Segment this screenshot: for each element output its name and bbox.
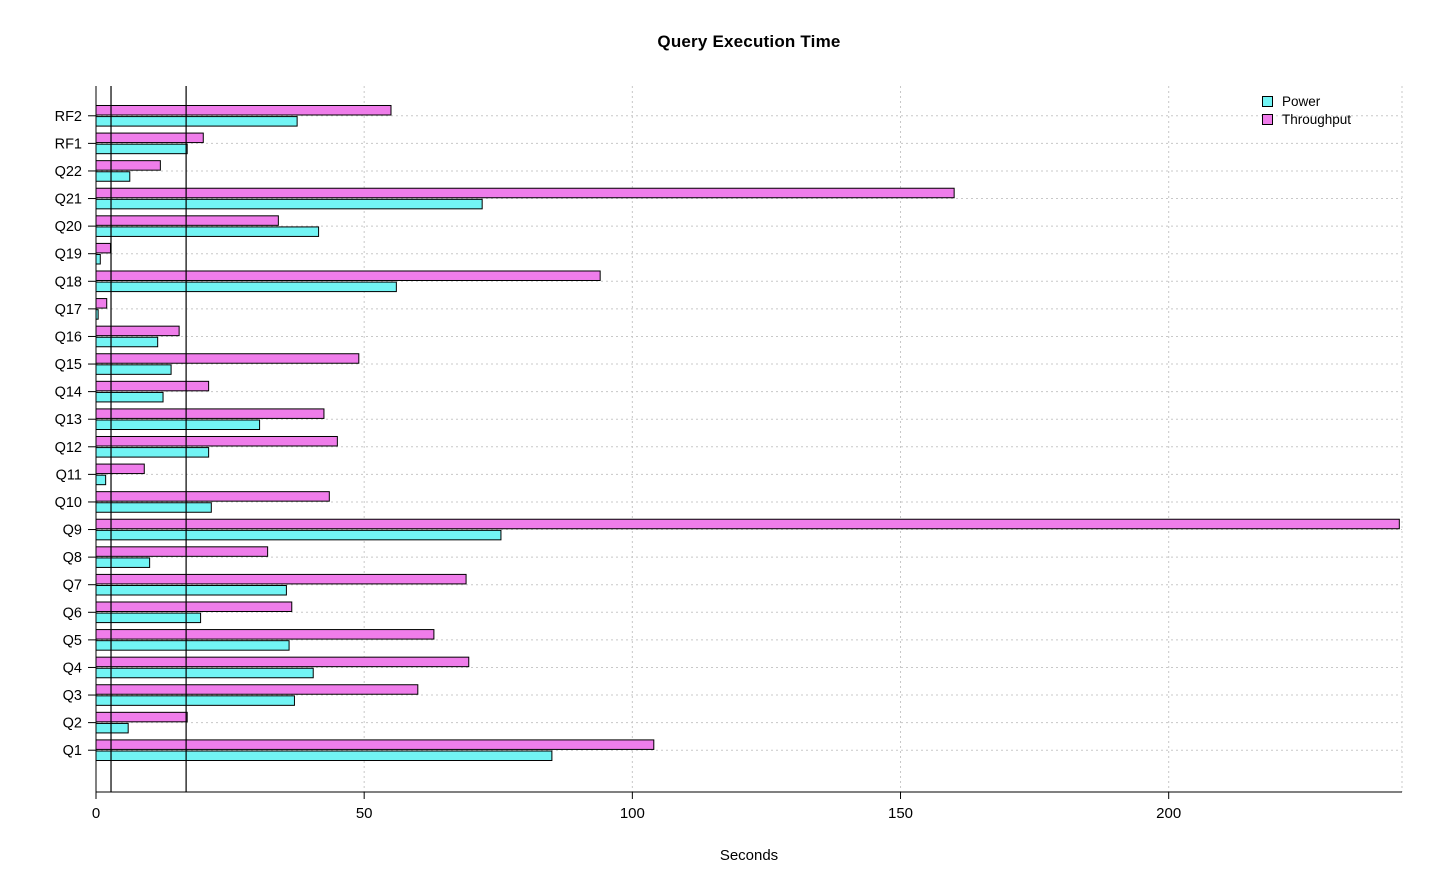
legend-label-throughput: Throughput	[1282, 112, 1352, 127]
y-category-label-Q7: Q7	[63, 578, 82, 594]
bar-throughput-Q20	[95, 215, 279, 226]
y-category-label-Q10: Q10	[55, 495, 82, 511]
bar-throughput-Q21	[95, 187, 955, 199]
bar-power-Q14	[95, 391, 164, 403]
bar-throughput-Q3	[95, 684, 419, 695]
bar-power-Q4	[95, 667, 314, 679]
y-category-label-Q22: Q22	[55, 164, 82, 180]
bar-power-Q3	[95, 695, 295, 706]
bar-throughput-Q22	[95, 160, 161, 171]
bar-power-Q12	[95, 447, 210, 458]
bar-throughput-Q18	[95, 270, 601, 281]
bar-power-Q1	[95, 750, 553, 762]
bar-throughput-Q10	[95, 491, 330, 502]
bar-throughput-Q2	[95, 711, 188, 723]
bar-throughput-Q11	[95, 463, 145, 475]
y-category-label-Q21: Q21	[55, 192, 82, 208]
x-tick-label: 200	[1156, 805, 1181, 822]
chart-title: Query Execution Time	[657, 32, 841, 51]
bar-throughput-Q12	[95, 435, 338, 447]
y-category-label-Q12: Q12	[55, 440, 82, 456]
bar-throughput-RF1	[95, 132, 204, 144]
bar-power-Q2	[95, 722, 129, 734]
y-category-label-Q1: Q1	[63, 743, 82, 759]
bar-power-Q13	[95, 419, 261, 431]
bar-power-Q16	[95, 336, 159, 348]
y-category-label-Q5: Q5	[63, 633, 82, 649]
bar-power-Q11	[95, 474, 107, 486]
bar-throughput-Q14	[95, 380, 210, 392]
legend-swatch-power	[1262, 96, 1273, 107]
legend-swatch-throughput	[1262, 114, 1273, 125]
bar-power-Q5	[95, 640, 290, 651]
bar-power-Q8	[95, 557, 151, 568]
y-category-label-Q3: Q3	[63, 688, 82, 704]
y-category-label-Q6: Q6	[63, 605, 82, 621]
x-tick-label: 0	[92, 805, 100, 822]
x-tick-label: 50	[356, 805, 373, 822]
legend-label-power: Power	[1282, 94, 1321, 109]
bar-power-Q19	[95, 254, 101, 265]
y-category-label-RF1: RF1	[55, 136, 82, 152]
y-category-label-RF2: RF2	[55, 109, 82, 125]
bar-throughput-Q9	[95, 518, 1400, 530]
legend-item-power: Power	[1262, 94, 1351, 109]
bar-power-Q9	[95, 529, 502, 541]
bar-power-Q15	[95, 364, 172, 375]
x-tick-label: 100	[620, 805, 645, 822]
bar-power-Q7	[95, 585, 287, 596]
y-category-label-Q8: Q8	[63, 550, 82, 566]
bar-power-Q20	[95, 226, 320, 237]
bar-throughput-Q8	[95, 546, 269, 557]
bar-power-Q6	[95, 612, 202, 624]
x-axis-title: Seconds	[719, 847, 779, 864]
bar-throughput-Q4	[95, 656, 470, 668]
y-category-label-Q19: Q19	[55, 247, 82, 263]
bar-throughput-Q19	[95, 242, 111, 254]
x-tick-label: 150	[888, 805, 913, 822]
y-category-label-Q11: Q11	[56, 467, 82, 483]
y-category-label-Q16: Q16	[55, 329, 82, 345]
bar-throughput-Q15	[95, 353, 360, 364]
y-category-label-Q18: Q18	[55, 274, 82, 290]
legend-item-throughput: Throughput	[1262, 112, 1351, 127]
y-category-label-Q2: Q2	[63, 716, 82, 732]
bar-power-RF2	[95, 116, 298, 127]
bar-power-RF1	[95, 143, 188, 155]
bar-power-Q21	[95, 198, 483, 210]
bar-throughput-Q16	[95, 325, 180, 337]
bar-power-Q18	[95, 281, 397, 293]
y-category-label-Q4: Q4	[63, 660, 82, 676]
bar-throughput-Q13	[95, 408, 325, 419]
bar-throughput-Q17	[95, 298, 108, 309]
y-category-label-Q15: Q15	[55, 357, 82, 373]
y-category-label-Q17: Q17	[55, 302, 82, 318]
bar-throughput-Q6	[95, 601, 293, 612]
bar-power-Q10	[95, 502, 212, 513]
bar-throughput-Q7	[95, 573, 467, 585]
bar-power-Q17	[95, 309, 99, 320]
y-category-label-Q13: Q13	[55, 412, 82, 428]
bar-power-Q22	[95, 171, 131, 182]
legend: Power Throughput	[1262, 94, 1351, 127]
bar-throughput-Q1	[95, 739, 655, 750]
y-category-label-Q9: Q9	[63, 523, 82, 539]
y-category-label-Q14: Q14	[55, 385, 82, 401]
bar-throughput-RF2	[95, 104, 392, 116]
y-category-label-Q20: Q20	[55, 219, 82, 235]
bar-throughput-Q5	[95, 629, 435, 640]
